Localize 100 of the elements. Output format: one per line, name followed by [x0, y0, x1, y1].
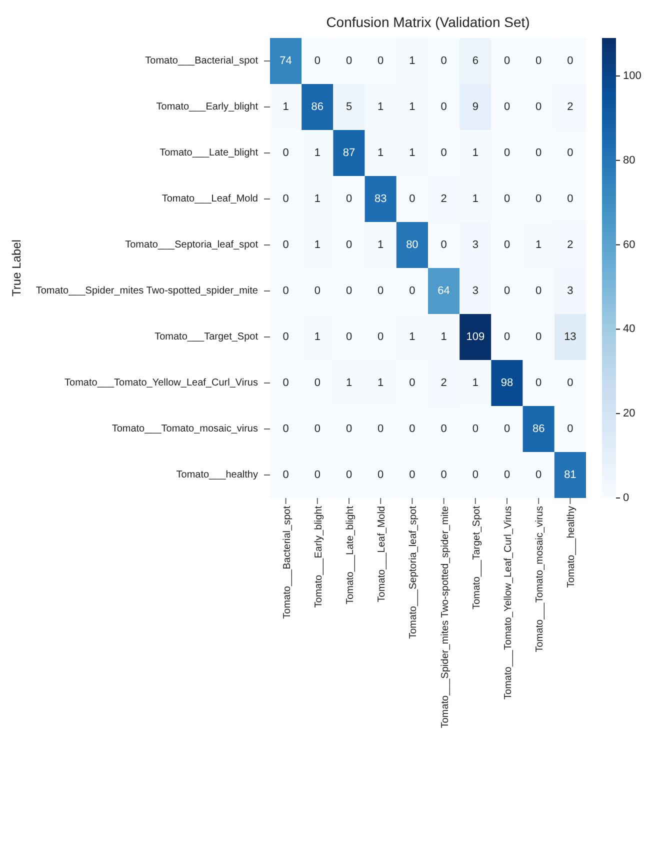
- data-label: 0: [472, 469, 478, 481]
- data-label: 0: [536, 285, 542, 297]
- data-label: 0: [536, 193, 542, 205]
- data-label: 80: [406, 239, 418, 251]
- y-tick-label: Tomato___healthy: [176, 470, 258, 480]
- data-label: 1: [440, 331, 447, 343]
- data-label: 64: [438, 285, 450, 297]
- data-label: 0: [378, 331, 384, 343]
- data-label: 0: [536, 147, 542, 159]
- x-tick-label: Tomato___Tomato_mosaic_virus: [534, 506, 546, 652]
- x-tick-label: Tomato___Tomato_Yellow_Leaf_Curl_Virus: [503, 506, 514, 700]
- data-label: 1: [378, 239, 384, 251]
- data-label: 0: [440, 147, 447, 159]
- data-label: 74: [280, 55, 292, 67]
- data-label: 0: [314, 377, 320, 389]
- data-label: 0: [346, 55, 352, 67]
- data-label: 13: [564, 331, 576, 343]
- data-label: 1: [536, 239, 542, 251]
- data-label: 0: [504, 147, 510, 159]
- data-label: 109: [466, 331, 485, 343]
- data-label: 0: [346, 331, 352, 343]
- data-label: 0: [346, 193, 352, 205]
- data-label: 86: [311, 101, 324, 113]
- data-label: 0: [504, 55, 510, 67]
- data-label: 1: [409, 55, 416, 67]
- data-label: 0: [567, 147, 574, 159]
- data-label: 98: [500, 377, 514, 389]
- data-label: 0: [472, 423, 478, 435]
- y-axis-title: True Label: [9, 240, 24, 296]
- x-tick-label: Tomato___healthy: [566, 506, 578, 588]
- data-label: 2: [440, 377, 447, 389]
- data-label: 0: [346, 285, 352, 297]
- x-tick-label: Tomato___Late_blight: [345, 506, 356, 604]
- data-label: 0: [314, 423, 320, 435]
- data-label: 0: [536, 469, 542, 481]
- data-label: 0: [282, 285, 289, 297]
- color-bar-label: 40: [623, 323, 636, 336]
- y-tick-label: Tomato___Late_blight: [160, 148, 258, 158]
- data-label: 0: [440, 469, 447, 481]
- data-label: 0: [409, 469, 416, 481]
- x-tick-label: Tomato___Leaf_Mold: [376, 506, 388, 602]
- data-label: 3: [472, 285, 478, 297]
- data-label: 0: [378, 285, 384, 297]
- data-label: 0: [536, 55, 542, 67]
- data-label: 1: [346, 377, 352, 389]
- data-label: 0: [314, 55, 320, 67]
- data-label: 0: [282, 331, 289, 343]
- data-label: 9: [472, 101, 478, 113]
- data-label: 0: [504, 101, 510, 113]
- data-label: 0: [440, 55, 447, 67]
- data-label: 0: [504, 285, 510, 297]
- data-label: 0: [504, 239, 510, 251]
- data-label: 81: [564, 469, 576, 481]
- y-tick-label: Tomato___Leaf_Mold: [162, 194, 258, 204]
- data-label: 0: [440, 239, 447, 251]
- data-label: 0: [378, 55, 384, 67]
- y-tick-label: Tomato___Bacterial_spot: [145, 56, 258, 66]
- data-label: 1: [378, 377, 384, 389]
- data-label: 6: [472, 55, 478, 67]
- data-label: 0: [504, 331, 510, 343]
- x-tick-label: Tomato___Early_blight: [313, 506, 324, 608]
- data-label: 0: [536, 377, 542, 389]
- data-label: 0: [504, 469, 510, 481]
- data-label: 2: [567, 101, 574, 113]
- data-label: 0: [346, 423, 352, 435]
- data-label: 3: [472, 239, 478, 251]
- data-label: 0: [567, 55, 574, 67]
- data-label: 0: [409, 285, 416, 297]
- y-tick-label: Tomato___Target_Spot: [154, 332, 258, 342]
- data-label: 0: [536, 331, 542, 343]
- data-label: 0: [567, 423, 574, 435]
- data-label: 1: [314, 147, 320, 159]
- data-label: 0: [282, 423, 289, 435]
- data-label: 0: [567, 377, 574, 389]
- data-label: 86: [532, 423, 545, 435]
- chart-title: Confusion Matrix (Validation Set): [325, 14, 531, 30]
- x-tick-label: Tomato___Target_Spot: [471, 506, 482, 610]
- data-label: 5: [346, 101, 352, 113]
- data-label: 0: [504, 193, 510, 205]
- data-label: 0: [282, 377, 289, 389]
- data-label: 1: [314, 331, 320, 343]
- data-label: 1: [472, 147, 478, 159]
- data-label: 0: [536, 101, 542, 113]
- color-bar-label: 0: [623, 492, 630, 504]
- data-label: 1: [314, 193, 320, 205]
- data-label: 1: [409, 101, 416, 113]
- y-tick-label: Tomato___Tomato_Yellow_Leaf_Curl_Virus: [64, 378, 258, 388]
- data-label: 1: [472, 193, 478, 205]
- data-label: 0: [504, 423, 510, 435]
- x-tick-label: Tomato___Septoria_leaf_spot: [408, 506, 420, 639]
- data-label: 0: [346, 239, 352, 251]
- data-label: 0: [378, 469, 384, 481]
- data-label: 0: [440, 101, 447, 113]
- data-label: 1: [314, 239, 320, 251]
- y-tick-label: Tomato___Tomato_mosaic_virus: [112, 424, 258, 434]
- data-label: 0: [409, 423, 416, 435]
- data-label: 0: [314, 285, 320, 297]
- y-tick-label: Tomato___Early_blight: [156, 102, 258, 112]
- colorbar: 0 20 40 60 80 100: [596, 8, 651, 808]
- data-label: 0: [282, 239, 289, 251]
